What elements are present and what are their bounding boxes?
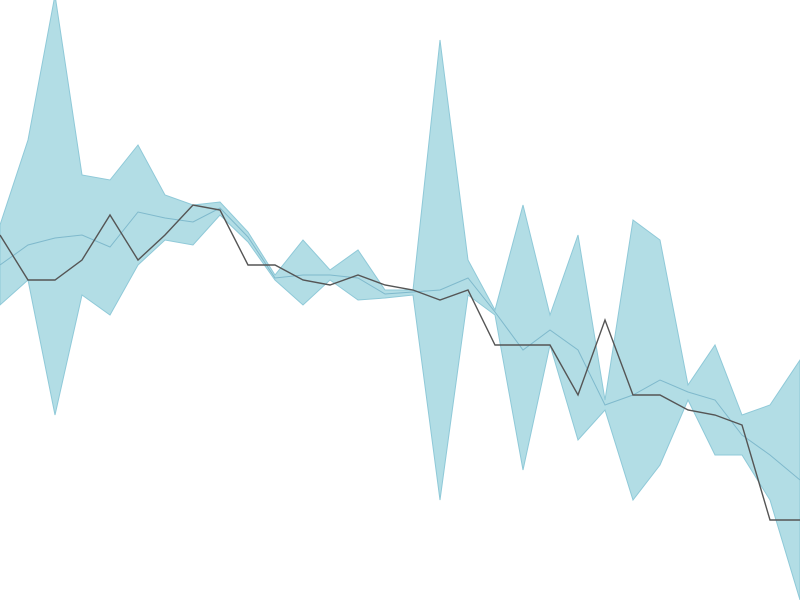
- confidence-band: [0, 0, 800, 600]
- line-band-chart: [0, 0, 800, 600]
- chart-svg: [0, 0, 800, 600]
